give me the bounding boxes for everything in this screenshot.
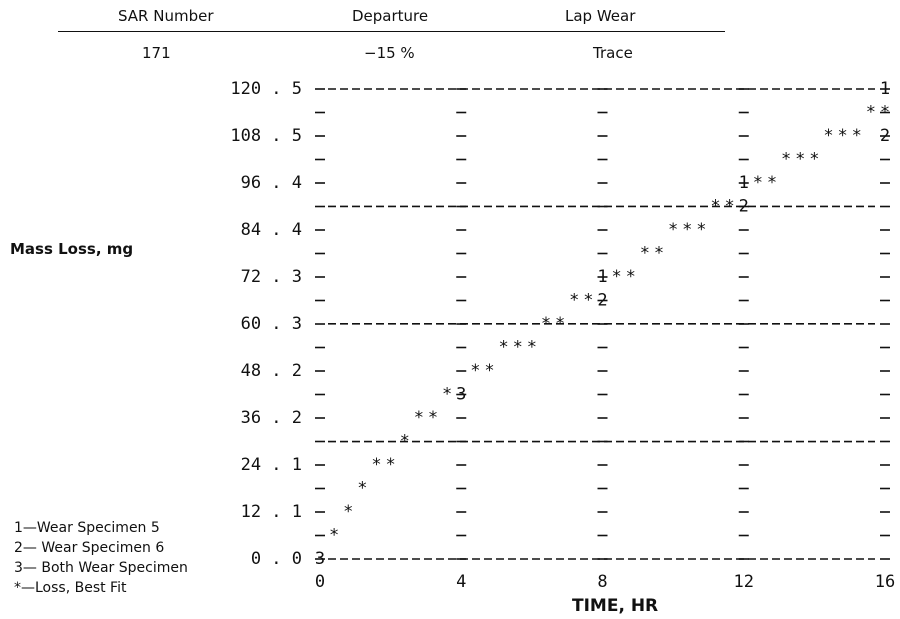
data-point-4-27: * — [753, 173, 763, 193]
data-point-4-14: * — [541, 314, 551, 334]
data-point-4-17: * — [583, 290, 593, 310]
y-tick-label: 12 . 1 — [241, 502, 302, 522]
data-point-4-9: * — [470, 361, 480, 381]
data-point-4-36: * — [880, 102, 890, 122]
data-point-4-15: * — [555, 314, 565, 334]
y-tick-label: 72 . 3 — [241, 267, 302, 287]
data-point-4-6: * — [414, 408, 424, 428]
data-point-4-25: * — [710, 196, 720, 216]
data-point-4-26: * — [725, 196, 735, 216]
y-tick-label: 24 . 1 — [241, 455, 302, 475]
data-point-1-1: 1 — [739, 173, 749, 193]
x-tick-label: 16 — [875, 572, 895, 592]
data-point-3-1: 3 — [456, 384, 466, 404]
data-point-4-0: * — [329, 526, 339, 546]
data-point-4-4: * — [386, 455, 396, 475]
header-label-sar-number: SAR Number — [118, 7, 214, 25]
y-tick-label: 84 . 4 — [241, 220, 302, 240]
data-point-4-16: * — [569, 290, 579, 310]
data-point-4-7: * — [428, 408, 438, 428]
data-point-2-2: 2 — [880, 126, 890, 146]
data-point-4-23: * — [682, 220, 692, 240]
x-axis-label: TIME, HR — [572, 596, 659, 616]
data-point-1-2: 1 — [880, 79, 890, 99]
data-point-4-19: * — [626, 267, 636, 287]
header-rule — [58, 31, 725, 32]
data-point-1-0: 1 — [597, 267, 607, 287]
data-point-4-8: * — [442, 384, 452, 404]
legend-item-both-specimen: 3— Both Wear Specimen — [14, 560, 188, 576]
data-point-2-1: 2 — [739, 196, 749, 216]
header-value-sar-number: 171 — [142, 44, 171, 62]
y-tick-label: 96 . 4 — [241, 173, 302, 193]
data-point-4-12: * — [513, 338, 523, 358]
legend: 1—Wear Specimen 5 2— Wear Specimen 6 3— … — [14, 518, 188, 598]
header-label-lap-wear: Lap Wear — [565, 7, 636, 25]
data-point-4-22: * — [668, 220, 678, 240]
data-point-4-33: * — [838, 126, 848, 146]
x-tick-label: 0 — [315, 572, 325, 592]
data-point-2-0: 2 — [597, 290, 607, 310]
data-point-4-5: * — [400, 432, 410, 452]
x-tick-label: 4 — [456, 572, 466, 592]
y-tick-label: 36 . 2 — [241, 408, 302, 428]
data-point-4-35: * — [866, 102, 876, 122]
header-value-departure: −15 % — [364, 44, 415, 62]
data-point-4-1: * — [343, 502, 353, 522]
data-point-4-20: * — [640, 244, 650, 264]
y-tick-label: 60 . 3 — [241, 314, 302, 334]
data-point-4-18: * — [612, 267, 622, 287]
header-value-lap-wear: Trace — [593, 44, 633, 62]
header-label-departure: Departure — [352, 7, 429, 25]
data-point-4-24: * — [696, 220, 706, 240]
legend-item-best-fit: *—Loss, Best Fit — [14, 580, 127, 596]
data-point-4-32: * — [823, 126, 833, 146]
data-point-4-34: * — [852, 126, 862, 146]
data-point-4-28: * — [767, 173, 777, 193]
x-tick-label: 12 — [734, 572, 754, 592]
data-point-3-0: 3 — [315, 549, 325, 569]
legend-item-specimen-5: 1—Wear Specimen 5 — [14, 520, 160, 536]
data-point-4-31: * — [809, 150, 819, 170]
data-point-4-21: * — [654, 244, 664, 264]
y-tick-label: 0 . 0 — [251, 549, 302, 569]
data-point-4-30: * — [795, 150, 805, 170]
y-tick-label: 120 . 5 — [230, 79, 302, 99]
legend-item-specimen-6: 2— Wear Specimen 6 — [14, 540, 165, 556]
data-point-4-2: * — [357, 478, 367, 498]
x-tick-label: 8 — [597, 572, 607, 592]
y-axis-label: Mass Loss, mg — [10, 240, 134, 258]
data-point-4-11: * — [499, 338, 509, 358]
y-tick-label: 108 . 5 — [230, 126, 302, 146]
data-point-4-13: * — [527, 338, 537, 358]
y-tick-label: 48 . 2 — [241, 361, 302, 381]
data-point-4-10: * — [484, 361, 494, 381]
data-point-4-29: * — [781, 150, 791, 170]
data-point-4-3: * — [371, 455, 381, 475]
